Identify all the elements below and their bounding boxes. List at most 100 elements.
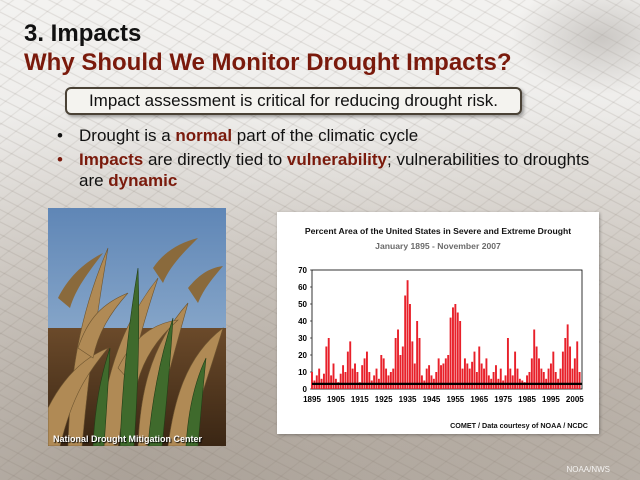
bar: [459, 321, 462, 389]
highlight-impacts: Impacts: [79, 150, 144, 169]
bar: [576, 341, 579, 389]
bar: [318, 368, 321, 389]
x-tick-label: 2005: [566, 395, 584, 404]
bar: [346, 351, 349, 389]
x-tick-label: 1995: [542, 395, 560, 404]
bar: [397, 329, 399, 389]
x-tick-label: 1915: [351, 395, 369, 404]
bar: [499, 368, 502, 389]
x-tick-label: 1945: [423, 395, 441, 404]
bar: [554, 372, 557, 389]
x-tick-label: 1925: [375, 395, 393, 404]
bar: [442, 363, 445, 389]
bar: [351, 368, 354, 389]
bar: [330, 375, 333, 389]
bullet-dot-icon: •: [57, 126, 63, 145]
drought-chart-panel: Percent Area of the United States in Sev…: [277, 212, 599, 434]
y-tick-label: 40: [298, 317, 307, 326]
bar: [511, 375, 514, 389]
bar: [315, 375, 318, 389]
bar: [466, 363, 469, 389]
photo-credit: National Drought Mitigation Center: [53, 434, 202, 444]
callout-text: Impact assessment is critical for reduci…: [88, 91, 499, 110]
y-tick-label: 10: [298, 368, 307, 377]
bar: [428, 365, 431, 389]
bar: [327, 338, 330, 389]
x-tick-label: 1955: [446, 395, 464, 404]
bar: [430, 375, 433, 389]
bar: [564, 338, 567, 389]
bar: [392, 368, 395, 389]
bar: [480, 363, 483, 389]
bar: [530, 358, 533, 389]
bar: [344, 372, 347, 389]
bar: [473, 351, 476, 389]
y-tick-label: 20: [298, 351, 307, 360]
bar: [454, 304, 457, 389]
key-message-callout: Impact assessment is critical for reduci…: [65, 87, 522, 115]
slide-section-title: 3. Impacts: [24, 20, 142, 47]
bar: [509, 368, 512, 389]
bar: [363, 358, 366, 389]
bar: [447, 355, 450, 389]
bar: [356, 372, 359, 389]
bar: [389, 372, 392, 389]
bar: [368, 372, 371, 389]
bar: [375, 368, 378, 389]
y-tick-label: 50: [298, 300, 307, 309]
bar: [552, 351, 555, 389]
bar: [468, 368, 471, 389]
chart-subtitle: January 1895 - November 2007: [375, 241, 501, 251]
background-trees: [510, 0, 640, 95]
bar: [523, 382, 526, 389]
drought-corn-photo: National Drought Mitigation Center: [48, 208, 226, 446]
bar: [463, 358, 466, 389]
bar: [528, 372, 531, 389]
bar: [483, 368, 485, 389]
bar: [425, 368, 428, 389]
bar: [366, 351, 368, 389]
bar: [569, 346, 572, 389]
slide-title: Why Should We Monitor Drought Impacts?: [24, 49, 512, 76]
bar: [504, 375, 507, 389]
bar: [444, 358, 447, 389]
bar: [452, 307, 454, 389]
bullet-list: • Drought is a normal part of the climat…: [57, 125, 597, 194]
bar: [573, 358, 576, 389]
bar: [406, 280, 409, 389]
bar: [325, 346, 328, 389]
bar: [461, 368, 464, 389]
bar: [435, 372, 438, 389]
y-tick-label: 70: [298, 266, 307, 275]
bar: [399, 355, 402, 389]
bar: [526, 375, 528, 389]
bar: [418, 338, 421, 389]
bar: [322, 373, 325, 389]
x-tick-label: 1895: [303, 395, 321, 404]
bar: [542, 372, 545, 389]
x-tick-label: 1905: [327, 395, 345, 404]
bar: [440, 365, 442, 389]
bar: [358, 382, 361, 389]
bar: [342, 365, 345, 389]
bar: [361, 365, 364, 389]
bar: [571, 368, 574, 389]
bar: [538, 358, 540, 389]
bar: [416, 321, 419, 389]
x-axis: 1895 1905 1915 1925 1935 1945 1955 1965 1975 1985…: [303, 395, 584, 404]
bullet-text: Drought is a normal part of the climatic…: [79, 126, 419, 145]
bar: [411, 341, 414, 389]
bar: [566, 324, 569, 389]
y-tick-label: 30: [298, 334, 307, 343]
corn-field-illustration: [48, 208, 226, 446]
bar: [311, 372, 313, 389]
bar: [385, 368, 388, 389]
bar: [387, 375, 390, 389]
highlight-dynamic: dynamic: [108, 171, 178, 190]
drought-bar-chart: Percent Area of the United States in Sev…: [298, 226, 588, 430]
bar: [485, 358, 488, 389]
chart-credit: COMET / Data courtesy of NOAA / NCDC: [450, 421, 588, 430]
bar: [487, 375, 490, 389]
x-tick-label: 1935: [399, 395, 417, 404]
bar: [382, 358, 385, 389]
